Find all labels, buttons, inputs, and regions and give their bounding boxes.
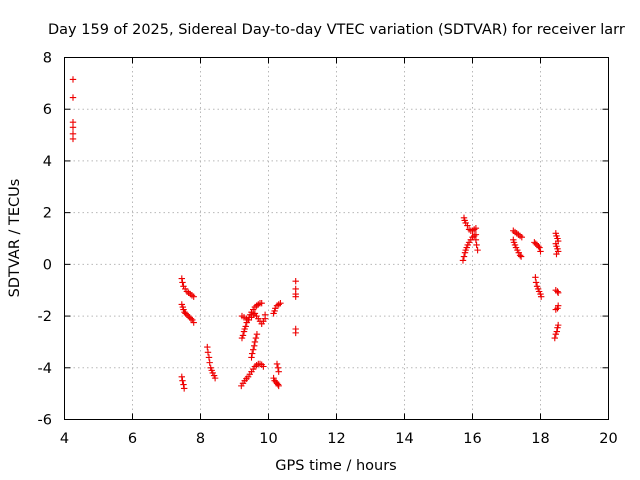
x-tick-label: 6 — [128, 431, 137, 447]
data-point — [187, 315, 195, 322]
data-point — [248, 350, 256, 357]
data-points — [69, 76, 562, 392]
data-point — [292, 329, 299, 337]
y-tick-label: 6 — [43, 102, 52, 118]
data-point — [205, 354, 213, 361]
data-point — [472, 224, 480, 232]
data-point — [242, 323, 249, 330]
data-point — [532, 274, 539, 281]
y-tick-label: -4 — [38, 361, 52, 377]
data-point — [554, 321, 562, 329]
x-tick-label: 20 — [599, 431, 617, 447]
data-point — [537, 248, 544, 255]
x-tick-label: 16 — [463, 431, 481, 447]
data-point — [554, 302, 562, 309]
data-point — [261, 311, 269, 318]
data-point — [554, 288, 561, 295]
data-point — [250, 346, 257, 353]
data-point — [459, 257, 467, 264]
data-point — [204, 349, 212, 356]
data-point — [292, 277, 299, 285]
data-point — [551, 334, 558, 342]
data-point — [190, 293, 197, 300]
x-tick-label: 12 — [327, 431, 345, 447]
y-tick-labels: -6 -4 -2 0 2 4 6 8 — [38, 51, 52, 429]
data-point — [292, 293, 299, 300]
x-tick-label: 4 — [60, 431, 69, 447]
data-point — [178, 373, 185, 381]
data-point — [537, 293, 545, 300]
data-point — [517, 253, 525, 260]
data-point — [180, 385, 188, 392]
data-point — [251, 338, 259, 346]
data-point — [178, 275, 185, 282]
data-point — [553, 250, 560, 258]
y-tick-label: 8 — [43, 51, 52, 67]
y-axis-label: SDTVAR / TECUs — [7, 179, 23, 298]
data-point — [179, 279, 186, 286]
data-point — [239, 332, 247, 339]
data-point — [69, 135, 77, 143]
data-point — [277, 299, 284, 307]
data-point — [69, 94, 77, 101]
data-point — [180, 381, 187, 388]
data-point — [206, 359, 213, 366]
grid — [64, 57, 609, 420]
data-point — [252, 334, 260, 342]
y-tick-label: -6 — [38, 413, 52, 429]
x-tick-label: 10 — [259, 431, 277, 447]
data-point — [248, 354, 255, 361]
data-point — [204, 343, 211, 351]
plot-frame — [64, 57, 609, 420]
data-point — [553, 328, 561, 335]
data-point — [516, 252, 524, 259]
data-point — [69, 76, 77, 83]
x-tick-label: 8 — [196, 431, 205, 447]
y-tick-label: -2 — [38, 309, 52, 325]
data-point — [251, 342, 258, 350]
data-point — [535, 243, 542, 250]
data-point — [518, 234, 525, 241]
data-point — [258, 299, 265, 307]
data-point — [474, 246, 481, 254]
data-point — [274, 381, 282, 388]
y-tick-label: 0 — [43, 257, 52, 273]
chart-title: Day 159 of 2025, Sidereal Day-to-day VTE… — [48, 22, 625, 38]
data-point — [253, 330, 261, 338]
data-point — [273, 360, 281, 368]
data-point — [179, 377, 186, 384]
y-tick-label: 2 — [43, 206, 52, 222]
x-tick-label: 14 — [395, 431, 413, 447]
data-point — [211, 374, 219, 382]
data-point — [464, 222, 471, 229]
data-point — [536, 244, 543, 251]
data-point — [554, 289, 562, 296]
data-point — [275, 382, 282, 390]
x-tick-label: 18 — [531, 431, 549, 447]
data-point — [460, 253, 468, 260]
data-point — [260, 363, 267, 370]
data-point — [532, 279, 540, 286]
y-tick-label: 4 — [43, 154, 52, 170]
data-point — [275, 368, 282, 375]
data-point — [274, 364, 282, 371]
x-axis-label: GPS time / hours — [275, 458, 396, 474]
data-point — [69, 124, 77, 131]
data-point — [473, 241, 480, 249]
data-point — [472, 236, 480, 243]
data-point — [190, 319, 197, 326]
x-tick-labels: 4 6 8 10 12 14 16 18 20 — [60, 431, 618, 447]
